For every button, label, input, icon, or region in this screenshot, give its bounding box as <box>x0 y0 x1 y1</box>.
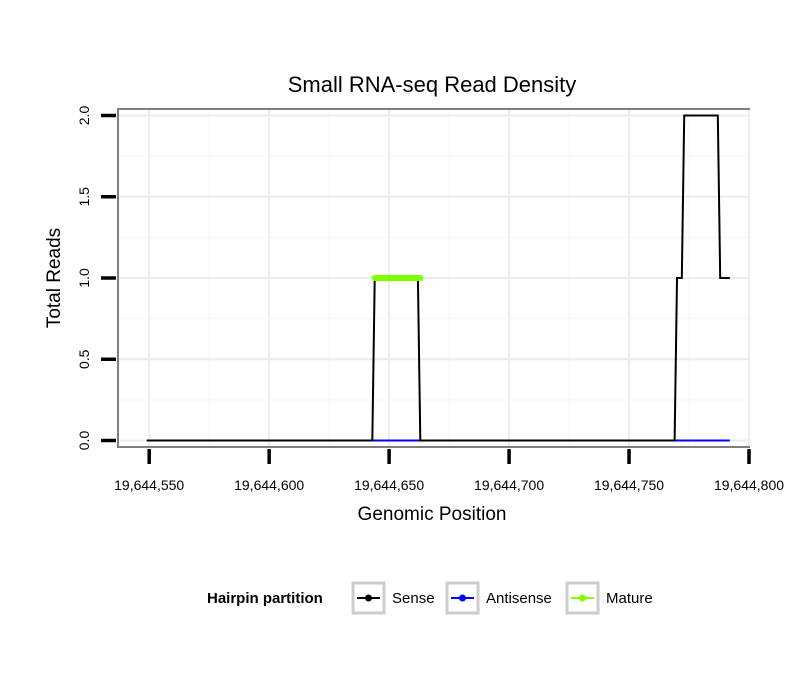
legend-title: Hairpin partition <box>207 590 323 607</box>
y-tick-label: 0.5 <box>76 349 92 369</box>
legend-key-marker <box>459 594 466 602</box>
y-tick-label: 0.0 <box>76 431 92 451</box>
legend-label: Sense <box>392 590 435 607</box>
legend-label: Mature <box>606 590 653 607</box>
legend-item-sense: Sense <box>351 581 435 615</box>
legend-label: Antisense <box>486 590 552 607</box>
x-tick-label: 19,644,800 <box>714 477 784 493</box>
grid-lines <box>119 110 750 446</box>
y-tick-label: 1.0 <box>76 268 92 288</box>
series-line-sense <box>146 114 730 442</box>
legend: Hairpin partition Sense Antisense Mature <box>207 581 653 615</box>
y-axis: 0.0 0.5 1.0 1.5 2.0 <box>76 106 116 451</box>
legend-key-marker <box>579 594 586 602</box>
legend-item-antisense: Antisense <box>445 581 552 615</box>
y-axis-label: Total Reads <box>44 228 65 328</box>
x-tick-label: 19,644,700 <box>474 477 544 493</box>
legend-key-marker <box>365 594 372 602</box>
x-tick-label: 19,644,750 <box>594 477 664 493</box>
x-tick-label: 19,644,550 <box>114 477 184 493</box>
x-axis-label: Genomic Position <box>358 504 507 525</box>
x-tick-label: 19,644,650 <box>354 477 424 493</box>
chart-title: Small RNA-seq Read Density <box>288 72 577 97</box>
legend-item-mature: Mature <box>565 581 653 615</box>
x-axis: 19,644,550 19,644,600 19,644,650 19,644,700… <box>114 449 784 493</box>
y-tick-label: 1.5 <box>76 187 92 207</box>
x-tick-label: 19,644,600 <box>234 477 304 493</box>
series-layer <box>146 114 730 442</box>
y-tick-label: 2.0 <box>76 106 92 126</box>
